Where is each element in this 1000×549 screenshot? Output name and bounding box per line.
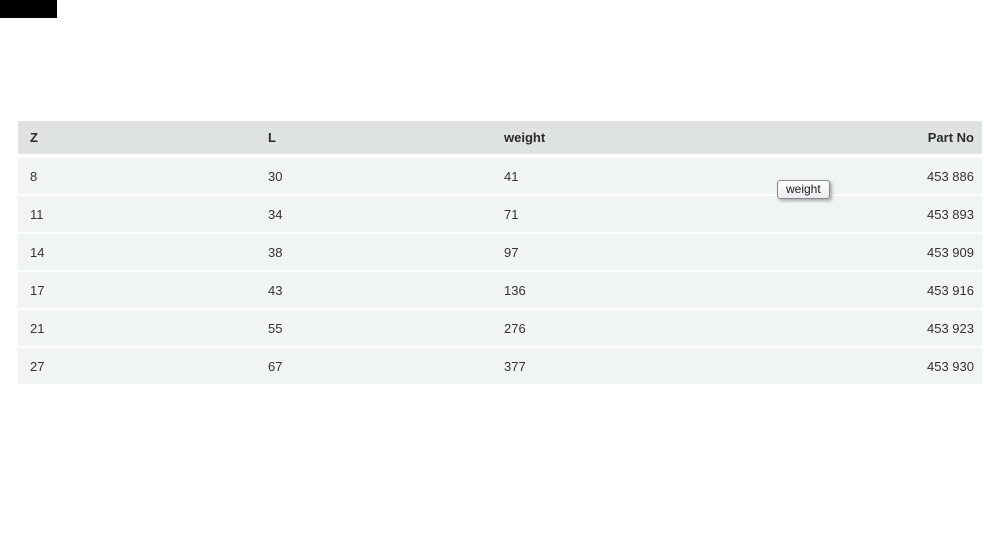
cell-l: 30 (268, 168, 283, 184)
cell-l: 43 (268, 282, 283, 298)
cell-z: 21 (30, 320, 45, 336)
column-header-z: Z (30, 130, 38, 145)
cell-weight: 71 (504, 206, 519, 222)
cell-weight: 377 (504, 358, 526, 374)
table-row[interactable]: 27 67 377 453 930 (18, 348, 982, 384)
cell-weight: 41 (504, 168, 519, 184)
cell-part-no: 453 893 (927, 206, 974, 222)
cell-part-no: 453 923 (927, 320, 974, 336)
table-row[interactable]: 14 38 97 453 909 (18, 234, 982, 270)
cell-z: 17 (30, 282, 45, 298)
table-row[interactable]: 17 43 136 453 916 (18, 272, 982, 308)
table-row[interactable]: 21 55 276 453 923 (18, 310, 982, 346)
cell-l: 67 (268, 358, 283, 374)
black-redaction-box (0, 0, 57, 18)
cell-z: 14 (30, 244, 45, 260)
hover-tooltip: weight (777, 180, 830, 199)
cell-z: 8 (30, 168, 38, 184)
cell-l: 55 (268, 320, 283, 336)
parts-table: Z L weight Part No 8 30 41 453 886 11 34… (18, 121, 982, 386)
column-header-part-no: Part No (927, 130, 974, 145)
cell-part-no: 453 916 (927, 282, 974, 298)
cell-part-no: 453 909 (927, 244, 974, 260)
cell-l: 34 (268, 206, 283, 222)
cell-z: 11 (30, 206, 44, 222)
cell-z: 27 (30, 358, 45, 374)
column-header-l: L (268, 130, 276, 145)
cell-l: 38 (268, 244, 283, 260)
column-header-weight: weight (504, 130, 546, 145)
table-row[interactable]: 11 34 71 453 893 (18, 196, 982, 232)
cell-weight: 97 (504, 244, 519, 260)
cell-part-no: 453 886 (927, 168, 974, 184)
cell-part-no: 453 930 (927, 358, 974, 374)
cell-weight: 276 (504, 320, 526, 336)
table-row[interactable]: 8 30 41 453 886 (18, 158, 982, 194)
cell-weight: 136 (504, 282, 526, 298)
table-header-row: Z L weight Part No (18, 121, 982, 154)
